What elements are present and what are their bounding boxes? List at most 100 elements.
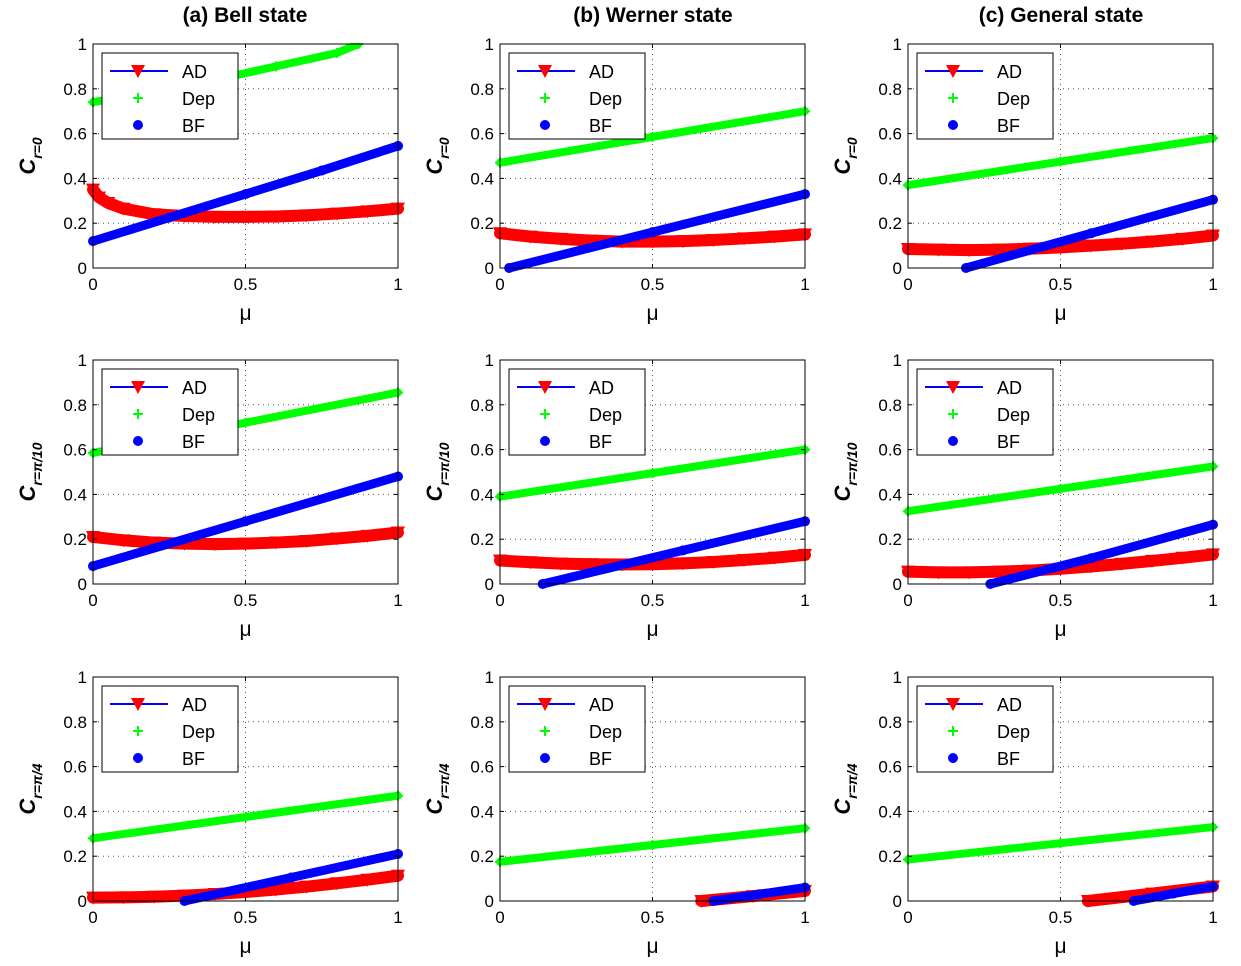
y-tick-label: 0.4 [63,169,87,188]
point-dep [647,131,658,142]
point-ad [1175,551,1190,565]
y-label-main: C [422,798,447,815]
legend-marker-bf [540,753,550,763]
legend-label-ad: AD [589,378,614,398]
point-bf [754,889,765,900]
y-tick-label: 0.2 [470,214,494,233]
x-axis-label: μ [239,935,251,958]
point-ad [676,557,690,571]
x-axis-label: μ [1054,618,1066,641]
x-tick-label: 1 [1208,275,1217,294]
legend: AD Dep BF [508,368,646,456]
series-group [903,822,1220,908]
point-ad [92,191,107,205]
legend-label-bf: BF [589,116,612,136]
legend-label-dep: Dep [997,89,1030,109]
y-tick-label: 0 [485,259,494,278]
legend-marker-bf [948,120,958,130]
x-tick-label: 0.5 [641,275,665,294]
legend-marker-bf [540,120,550,130]
point-dep [271,61,281,72]
point-ad [737,232,751,246]
panel-general-pi4: 0 0.5 1 0 0.2 0.4 0.6 0.8 1 μ Cr=π/4 AD Dep BF [830,668,1220,958]
legend-marker-dep [948,409,958,419]
point-ad [208,210,222,224]
legend-label-dep: Dep [589,405,622,425]
y-label-subscript: r=π/4 [844,763,860,798]
x-axis-label: μ [239,302,251,325]
point-ad [269,883,283,897]
legend-box [101,685,239,773]
legend-label-bf: BF [589,432,612,452]
series-group [493,106,812,273]
point-ad [360,529,375,543]
y-tick-label: 0.6 [878,441,902,460]
x-tick-label: 1 [800,591,809,610]
legend-marker-dep [540,409,550,419]
series-group [86,790,405,906]
legend-label-bf: BF [997,432,1020,452]
legend-label-dep: Dep [997,405,1030,425]
y-label-subscript: r=0 [844,137,860,159]
point-ad [116,891,131,905]
y-axis-label: Cr=π/4 [15,763,45,814]
point-bf [240,189,251,200]
point-ad [299,880,314,894]
legend-label-ad: AD [182,62,207,82]
y-tick-label: 0.8 [470,713,494,732]
y-label-subscript: r=0 [436,137,452,159]
y-tick-label: 0.4 [63,485,87,504]
x-tick-label: 0.5 [641,591,665,610]
y-tick-label: 0.2 [878,847,902,866]
y-axis-label: Cr=π/10 [422,442,452,501]
legend-label-dep: Dep [589,89,622,109]
legend: AD Dep BF [101,368,239,456]
point-ad [1145,554,1159,568]
point-dep [1055,483,1066,494]
y-label-main: C [422,484,447,501]
y-tick-label: 0.4 [470,802,494,821]
point-ad [737,554,751,568]
y-tick-label: 0.8 [878,80,902,99]
point-ad [238,537,253,551]
legend-label-dep: Dep [589,722,622,742]
point-ad [584,558,599,572]
point-dep [240,417,251,428]
legend-box [101,52,239,140]
legend-marker-bf [133,753,143,763]
point-ad [269,210,283,224]
point-ad [1114,557,1129,571]
y-tick-label: 0.6 [63,125,87,144]
series-group [901,133,1220,273]
series-group [495,823,812,908]
y-tick-label: 0 [893,892,902,911]
point-ad [767,230,782,244]
y-tick-label: 1 [78,35,87,54]
y-tick-label: 0.4 [470,169,494,188]
legend: AD Dep BF [916,368,1054,456]
point-bf [647,227,658,238]
x-axis-label: μ [646,935,658,958]
x-tick-label: 0.5 [1049,275,1073,294]
legend-box [916,368,1054,456]
y-label-main: C [15,798,40,815]
point-ad [208,538,222,552]
y-label-subscript: r=π/10 [844,442,860,485]
point-dep [1055,156,1066,167]
legend: AD Dep BF [916,52,1054,140]
y-tick-label: 0.2 [470,530,494,549]
x-tick-label: 0 [495,275,504,294]
y-tick-label: 1 [485,668,494,687]
x-tick-label: 0.5 [641,908,665,927]
legend-label-ad: AD [589,695,614,715]
y-tick-label: 0 [78,259,87,278]
x-axis-label: μ [239,618,251,641]
legend-marker-dep [133,726,143,736]
point-ad [962,566,976,580]
y-axis-label: Cr=π/4 [830,763,860,814]
point-ad [147,536,161,550]
y-label-subscript: r=π/10 [436,442,452,485]
legend-box [508,685,646,773]
legend-label-bf: BF [997,749,1020,769]
